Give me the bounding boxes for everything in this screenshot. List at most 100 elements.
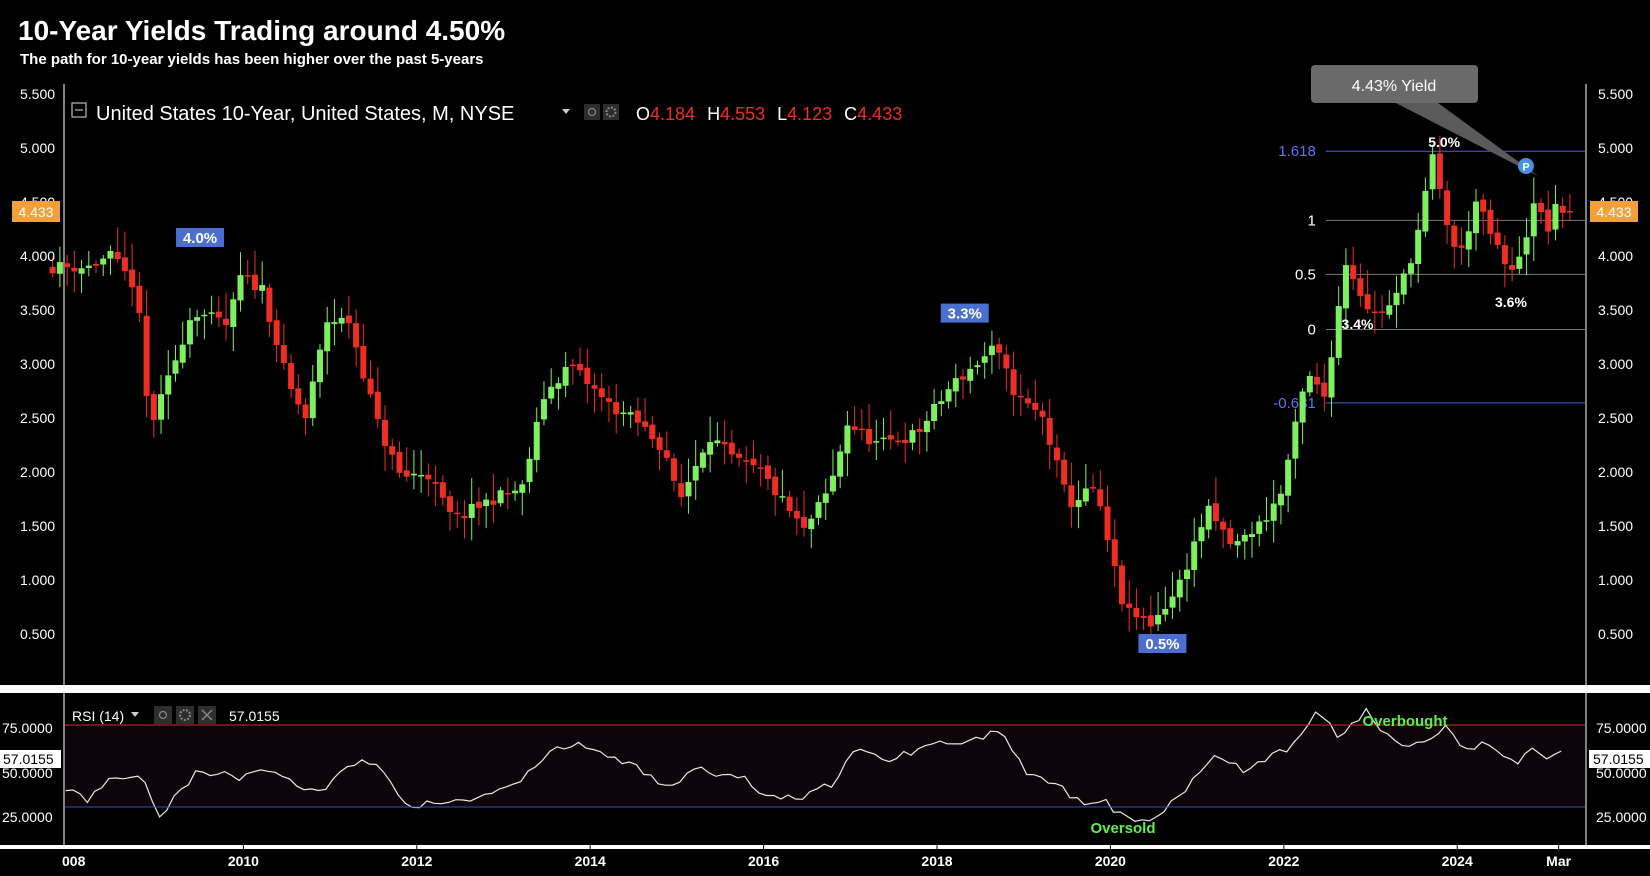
pin-marker-icon[interactable] — [1518, 158, 1534, 174]
candle-body — [425, 474, 432, 480]
candle-body — [85, 265, 92, 269]
candle-body — [49, 267, 56, 274]
price-tick-right: 0.500 — [1598, 626, 1633, 642]
candle-body — [938, 401, 945, 404]
price-tick-left: 2.000 — [20, 464, 55, 480]
time-tick-label: 2010 — [228, 853, 259, 869]
candle-body — [1155, 614, 1162, 625]
candle-body — [1270, 503, 1277, 521]
candle-body — [909, 430, 916, 443]
collapse-legend-button[interactable] — [71, 102, 87, 118]
time-tick-label: 2024 — [1442, 853, 1473, 869]
candle-body — [613, 402, 620, 415]
candle-body — [64, 263, 71, 268]
candle-body — [100, 258, 107, 265]
candle-body — [967, 368, 974, 381]
candles — [49, 135, 1573, 647]
candle-body — [945, 389, 952, 402]
candle-body — [1422, 190, 1429, 232]
candle-body — [880, 437, 887, 440]
candle-body — [1292, 421, 1299, 459]
candle-body — [1415, 229, 1422, 264]
candle-body — [360, 345, 367, 379]
candle-body — [1465, 231, 1472, 250]
callout-text: 4.43% Yield — [1352, 78, 1437, 95]
candle-body — [757, 467, 764, 470]
open-label: O — [636, 104, 650, 124]
candle-body — [591, 385, 598, 389]
candle-body — [1357, 278, 1364, 296]
candle-body — [172, 360, 179, 374]
candle-body — [273, 320, 280, 346]
eye-icon — [587, 107, 597, 117]
candle-body — [439, 482, 446, 498]
candle-body — [1472, 201, 1479, 234]
candle-body — [1509, 265, 1516, 270]
time-axis-band — [0, 845, 1650, 849]
rsi-value-left: 57.0155 — [3, 751, 54, 767]
candle-body — [1379, 311, 1386, 313]
symbol-menu-chevron-icon[interactable] — [562, 109, 570, 114]
candle-body — [1350, 265, 1357, 280]
price-tick-left: 3.000 — [20, 356, 55, 372]
candle-body — [1039, 410, 1046, 417]
rsi-menu-chevron-icon[interactable] — [131, 712, 139, 717]
candle-body — [1010, 369, 1017, 396]
annotation-badge — [940, 303, 989, 323]
low-value: 4.123 — [787, 104, 832, 124]
candle-body — [266, 287, 273, 322]
rsi-gear-icon — [179, 709, 191, 721]
candle-body — [1227, 528, 1234, 545]
candle-body — [1068, 485, 1075, 508]
candle-body — [1501, 245, 1508, 265]
candle-body — [1147, 615, 1154, 627]
time-tick-label: 2020 — [1095, 853, 1126, 869]
last-price-right: 4.433 — [1596, 204, 1631, 220]
candle-body — [454, 512, 461, 515]
candle-body — [519, 484, 526, 493]
rsi-label[interactable]: RSI (14) — [72, 708, 124, 724]
rsi-tick-left-25: 25.0000 — [2, 809, 53, 825]
candle-body — [382, 419, 389, 447]
candle-body — [866, 428, 873, 445]
candle-body — [1371, 311, 1378, 314]
candle-body — [1176, 579, 1183, 598]
rsi-line — [65, 707, 1562, 822]
close-value: 4.433 — [857, 104, 902, 124]
settings-button[interactable] — [603, 104, 619, 120]
rsi-visibility-button[interactable] — [154, 706, 172, 724]
candle-body — [295, 388, 302, 405]
candle-body — [1552, 203, 1559, 230]
candle-body — [1097, 489, 1104, 507]
candle-body — [1321, 382, 1328, 397]
candle-body — [1249, 534, 1256, 538]
time-tick-label: Mar — [1546, 853, 1571, 869]
candle-body — [1314, 376, 1321, 385]
candle-body — [736, 453, 743, 458]
annotation-label: 4.0% — [183, 230, 217, 247]
candle-body — [1126, 603, 1133, 608]
candle-body — [699, 452, 706, 468]
visibility-toggle-icon[interactable] — [584, 104, 600, 120]
legend-symbol[interactable]: United States 10-Year, United States, M,… — [96, 103, 514, 125]
candle-body — [208, 312, 215, 314]
price-tick-right: 1.500 — [1598, 518, 1633, 534]
candle-body — [71, 267, 78, 272]
price-tick-right: 5.500 — [1598, 86, 1633, 102]
fib-level-label: 0 — [1307, 321, 1315, 338]
candle-body — [1198, 527, 1205, 542]
candle-body — [1364, 294, 1371, 310]
price-tick-left: 0.500 — [20, 626, 55, 642]
candle-body — [78, 268, 85, 274]
candle-body — [685, 482, 692, 497]
high-value: 4.553 — [720, 104, 765, 124]
callout-box — [1311, 65, 1478, 103]
price-tick-right: 3.500 — [1598, 302, 1633, 318]
candle-body — [829, 475, 836, 492]
candle-body — [136, 285, 143, 314]
rsi-settings-button[interactable] — [176, 706, 194, 724]
candle-body — [1523, 237, 1530, 255]
price-tick-right: 5.000 — [1598, 140, 1633, 156]
price-tick-right: 2.000 — [1598, 464, 1633, 480]
